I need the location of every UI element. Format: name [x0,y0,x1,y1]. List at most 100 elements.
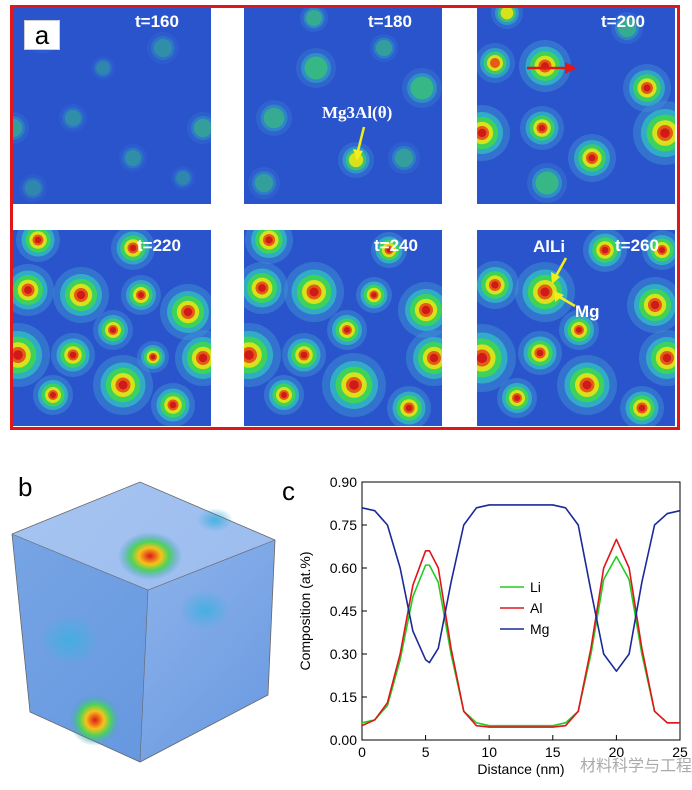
precipitate [491,281,499,289]
precipitate [24,286,32,294]
sim-tile: t=200 [477,8,675,204]
panel-letter-a: a [24,20,60,50]
red-arrow-icon [527,62,577,74]
precipitate [187,112,211,144]
mg-label: Mg [575,302,600,321]
panel-letter-c: c [282,476,295,506]
y-tick-label: 0.30 [330,646,357,662]
precipitate [576,327,582,333]
precipitate [617,18,637,38]
precipitate [183,307,193,317]
cube-render [11,481,276,763]
precipitate [150,354,156,360]
precipitate [538,124,546,132]
precipitate [122,147,144,169]
precipitate [265,236,273,244]
precipitate [94,59,112,77]
precipitate [405,404,413,412]
y-tick-label: 0.00 [330,732,357,748]
tile-field [244,8,442,204]
precipitate [500,8,514,20]
precipitate [371,292,377,298]
precipitate [119,144,147,172]
precipitate [248,167,280,199]
precipitate [650,300,660,310]
precipitate [252,171,276,195]
precipitate [540,287,550,297]
series-line-al [361,538,680,728]
precipitate [300,351,308,359]
x-tick-label: 20 [609,744,625,760]
precipitate [660,128,670,138]
precipitate [258,284,266,292]
sim-tile: t=260 [477,230,675,426]
precipitate [129,244,137,252]
series-line-mg [361,504,681,672]
panel-letter-b: b [18,472,33,502]
tile-field [13,230,211,426]
precipitate [429,353,439,363]
precipitate [13,112,29,144]
precipitate [254,173,274,193]
precipitate [171,166,195,190]
precipitate [22,177,44,199]
precipitate [191,116,211,140]
precipitate [309,287,319,297]
precipitate [386,247,392,253]
time-label: t=200 [601,12,645,31]
precipitate [421,305,431,315]
precipitate [64,109,82,127]
precipitate [13,116,25,140]
y-tick-label: 0.45 [330,603,357,619]
time-label: t=220 [137,236,181,255]
precipitate [601,246,609,254]
precipitate [138,292,144,298]
time-label: t=260 [615,236,659,255]
time-label: t=240 [374,236,418,255]
precipitate [76,290,86,300]
precipitate [344,327,350,333]
y-tick-label: 0.75 [330,517,357,533]
precipitate [96,61,110,75]
x-tick-label: 0 [358,744,366,760]
y-tick-label: 0.15 [330,689,357,705]
sim-tile: t=220 [13,230,211,426]
precipitate [536,349,544,357]
alli-arrow-icon [551,257,568,284]
precipitate [153,38,173,58]
precipitate [477,352,488,364]
precipitate [263,107,285,129]
mg-arrow-icon [554,291,576,308]
precipitate [50,392,56,398]
precipitate [643,84,651,92]
plot-area [361,481,681,741]
precipitate [124,149,142,167]
x-axis-label: Distance (nm) [477,761,564,777]
precipitate [588,154,596,162]
precipitate [659,247,665,253]
precipitate [490,58,500,68]
precipitate [388,142,420,174]
precipitate [375,39,393,57]
precipitate [394,148,414,168]
precipitate [62,107,84,129]
tile-field [244,230,442,426]
yellow-arrow-icon [353,126,366,161]
precipitate [392,146,416,170]
precipitate [13,350,23,360]
precipitate [19,174,47,202]
legend-label: Li [530,579,541,595]
watermark: 材料科学与工程 [580,758,692,775]
precipitate [24,179,42,197]
y-tick-label: 0.90 [330,474,357,490]
precipitate [373,37,395,59]
precipitate [281,392,287,398]
precipitate [91,56,115,80]
precipitate [59,104,87,132]
precipitate [477,128,487,138]
tile-field [477,8,675,204]
series-line-li [361,555,680,727]
precipitate [410,76,434,100]
precipitate [535,171,559,195]
x-tick-label: 25 [672,744,688,760]
